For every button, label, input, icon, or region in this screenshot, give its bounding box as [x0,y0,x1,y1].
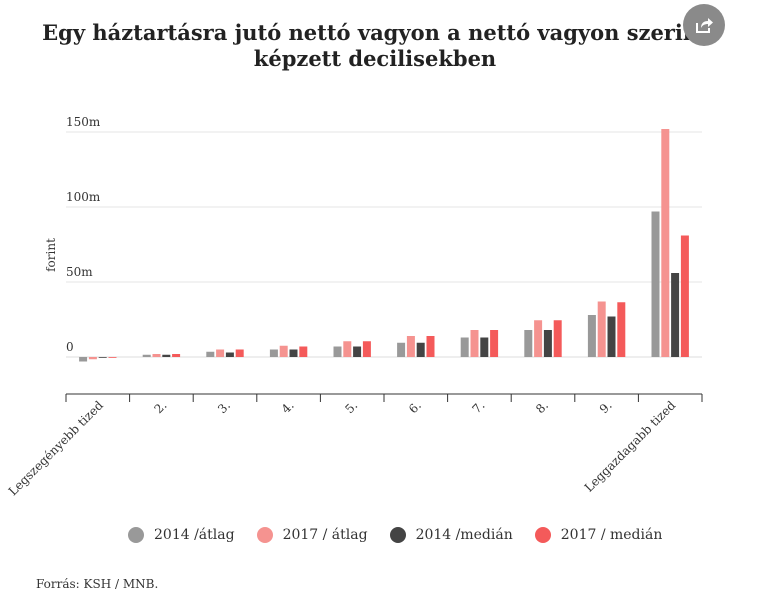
legend-swatch [256,527,273,543]
share-button[interactable] [683,4,725,46]
bar [172,354,181,357]
y-tick-label: 150m [66,115,101,129]
bar [470,330,479,357]
bar [524,330,533,357]
bar [142,354,151,357]
bar [353,346,362,357]
x-tick-label: 4. [279,398,297,416]
legend-item[interactable]: 2014 /átlag [128,527,235,543]
x-tick-label: 8. [533,398,551,416]
bar [79,357,88,362]
bar [597,301,606,357]
chart-title: Egy háztartásra jutó nettó vagyon a nett… [40,20,710,72]
chart-legend: 2014 /átlag 2017 / átlag 2014 /medián 2017 … [128,524,684,546]
bar [607,316,616,357]
x-tick-label: 3. [215,398,233,416]
bar [152,354,161,357]
y-tick-label: 50m [66,265,93,279]
bar [543,330,552,357]
x-tick-label: 6. [406,398,424,416]
bar [108,357,117,358]
legend-label: 2014 /medián [415,527,513,543]
chart-title-line-2: képzett decilisekben [253,46,497,71]
legend-item[interactable]: 2014 /medián [389,527,513,543]
bar [225,352,234,357]
bar [406,336,415,357]
legend-swatch [128,527,144,543]
bar [460,337,469,357]
bar [480,337,489,357]
x-tick-label: Legszegényebb tized [6,398,106,498]
bar [88,357,97,360]
y-axis-label: forint [44,238,58,272]
x-tick-label: 7. [470,398,488,416]
bar [162,354,171,357]
bar [587,315,596,357]
x-tick-label: 9. [597,398,615,416]
bar [534,320,543,357]
bar [299,346,308,357]
bar [333,346,342,357]
bar [343,341,352,357]
source-note: Forrás: KSH / MNB. [36,577,159,591]
x-tick-label: Leggazdagabb tized [582,398,679,495]
x-tick-label: 5. [342,398,360,416]
bar [426,336,435,357]
bar [289,349,298,357]
bar [235,349,244,357]
x-tick-label: 2. [152,398,170,416]
legend-swatch [534,527,551,543]
bar [397,342,406,357]
bar [216,349,225,357]
bar [671,273,680,357]
legend-item[interactable]: 2017 / átlag [256,527,368,543]
bar [206,351,215,357]
y-tick-label: 0 [66,340,74,354]
bar [553,320,562,357]
bar [269,349,278,357]
bar [490,330,499,357]
bar [680,235,689,357]
legend-item[interactable]: 2017 / medián [534,527,663,543]
legend-label: 2017 / átlag [282,527,368,543]
legend-label: 2014 /átlag [154,527,235,543]
legend-label: 2017 / medián [560,527,663,543]
bar [362,341,371,357]
bar [98,357,107,358]
bar [661,129,670,357]
bar [651,211,660,357]
bar [279,345,288,357]
y-tick-label: 100m [66,190,101,204]
legend-swatch [389,527,406,543]
bar-chart: 0 50m 100m 150m forint Legszegényebb tized 2. 3… [6,115,703,498]
share-icon [696,18,713,33]
chart-title-line-1: Egy háztartásra jutó nettó vagyon a nett… [42,20,708,45]
bar [617,302,626,357]
bar [416,342,425,357]
